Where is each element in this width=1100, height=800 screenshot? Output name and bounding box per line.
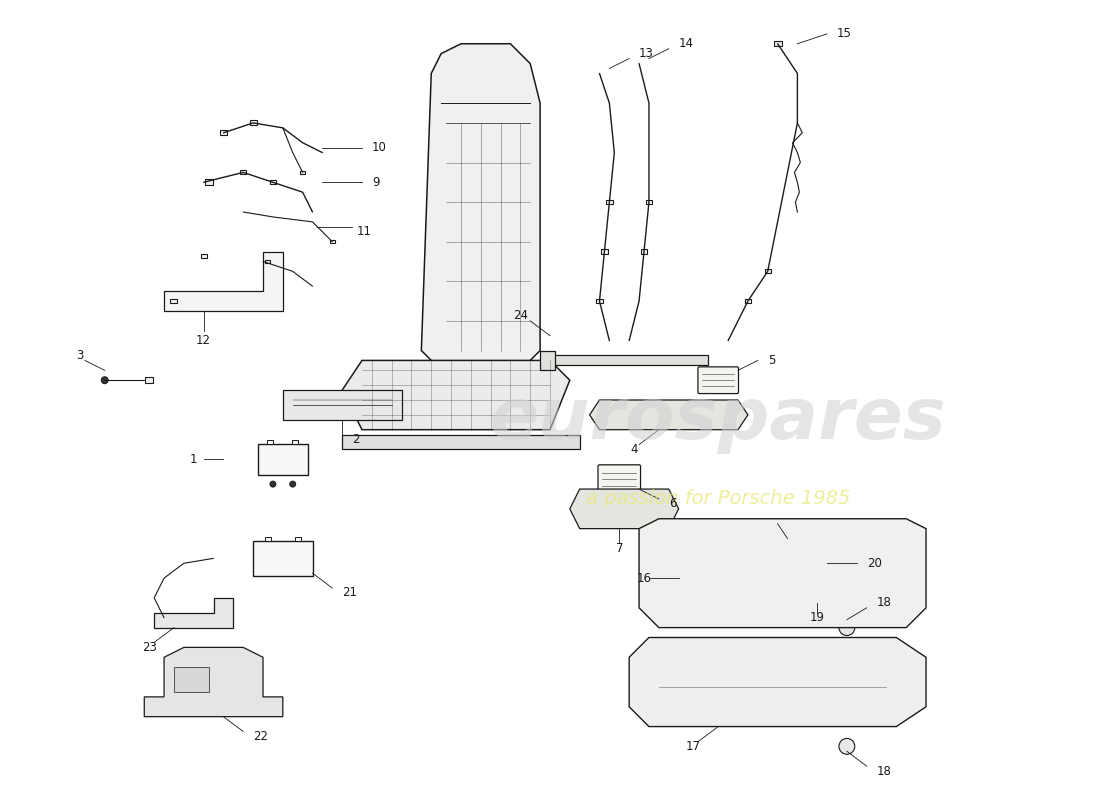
FancyBboxPatch shape (598, 465, 640, 494)
Text: 23: 23 (142, 641, 156, 654)
Text: 12: 12 (196, 334, 211, 347)
Bar (768, 563, 788, 578)
Text: 1: 1 (190, 453, 198, 466)
Polygon shape (540, 350, 554, 370)
Bar (161, 615, 167, 620)
Bar (174, 667, 209, 692)
Text: 18: 18 (877, 596, 891, 610)
Bar (253, 541, 312, 576)
Bar (265, 537, 271, 541)
Bar (258, 443, 308, 475)
Text: 2: 2 (352, 433, 360, 446)
Bar (200, 254, 207, 258)
Bar (293, 439, 298, 443)
Polygon shape (154, 598, 233, 628)
Text: 10: 10 (372, 141, 387, 154)
Bar (300, 170, 305, 174)
Bar (220, 130, 227, 135)
Text: 18: 18 (877, 765, 891, 778)
Bar (205, 179, 212, 185)
Bar (641, 250, 647, 254)
Text: 6: 6 (669, 498, 676, 510)
Bar (145, 378, 153, 383)
Bar (723, 578, 748, 598)
Polygon shape (342, 434, 580, 450)
Circle shape (839, 620, 855, 635)
Bar (798, 563, 817, 578)
Polygon shape (421, 44, 540, 370)
Text: 5: 5 (768, 354, 776, 367)
Text: 13: 13 (639, 47, 653, 60)
Bar (265, 260, 271, 263)
Bar (773, 41, 782, 46)
Circle shape (101, 377, 108, 384)
Polygon shape (283, 390, 402, 420)
Polygon shape (144, 647, 283, 717)
Bar (596, 298, 603, 303)
Circle shape (839, 738, 855, 754)
Polygon shape (342, 361, 570, 430)
Text: 24: 24 (513, 310, 528, 322)
Polygon shape (629, 638, 926, 726)
Text: 20: 20 (867, 557, 881, 570)
Text: 7: 7 (616, 542, 623, 555)
Bar (764, 269, 771, 274)
Bar (267, 439, 274, 443)
Text: eurospares: eurospares (490, 386, 947, 454)
Text: 19: 19 (810, 611, 825, 624)
Polygon shape (590, 400, 748, 430)
Text: 22: 22 (253, 730, 268, 743)
Bar (330, 240, 334, 243)
Text: 17: 17 (686, 740, 701, 753)
Text: 3: 3 (76, 349, 84, 362)
Text: 14: 14 (679, 38, 694, 50)
Bar (601, 249, 608, 254)
Polygon shape (758, 538, 827, 588)
Text: 4: 4 (630, 443, 638, 456)
Text: 15: 15 (837, 27, 851, 40)
Text: 21: 21 (342, 586, 358, 599)
Text: a passion for Porsche 1985: a passion for Porsche 1985 (586, 490, 850, 509)
Bar (295, 537, 300, 541)
Circle shape (270, 481, 276, 487)
Text: 9: 9 (372, 176, 379, 189)
Polygon shape (639, 518, 926, 628)
Bar (646, 200, 652, 204)
Bar (250, 120, 256, 126)
Bar (240, 170, 246, 174)
Ellipse shape (810, 594, 825, 602)
Bar (170, 298, 177, 303)
Polygon shape (570, 489, 679, 529)
FancyBboxPatch shape (697, 367, 738, 394)
Bar (745, 299, 751, 303)
Circle shape (289, 481, 296, 487)
Text: 16: 16 (637, 572, 651, 585)
Bar (606, 199, 613, 204)
Polygon shape (550, 355, 708, 366)
Bar (689, 578, 713, 598)
Bar (270, 180, 276, 184)
Text: 11: 11 (358, 226, 372, 238)
Polygon shape (164, 251, 283, 311)
Polygon shape (679, 549, 758, 608)
